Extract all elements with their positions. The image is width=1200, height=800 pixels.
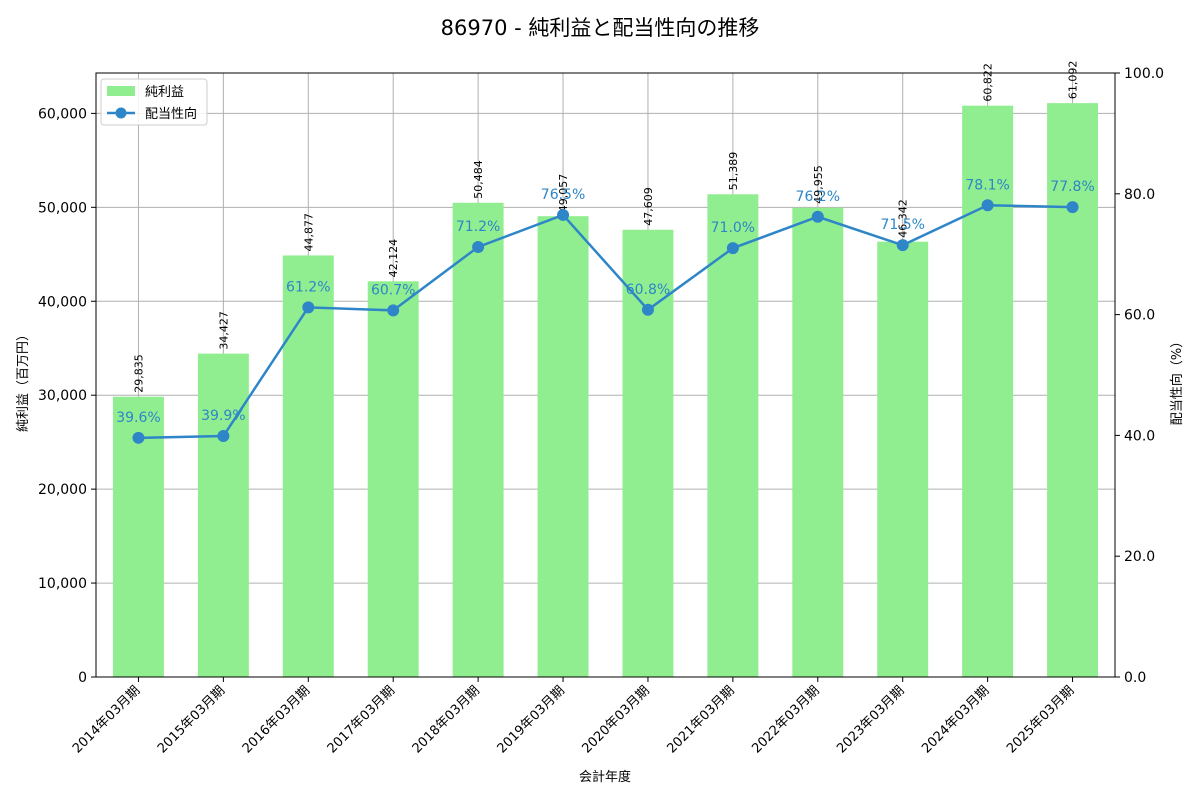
payout-ratio-label: 39.9% <box>201 408 245 424</box>
x-tick-label: 2016年03月期 <box>240 683 313 756</box>
payout-ratio-line <box>138 204 1073 440</box>
y2-tick-label: 60.0 <box>1124 308 1155 324</box>
legend-label-payout-ratio: 配当性向 <box>145 106 197 122</box>
bar-value-label: 61,092 <box>1067 61 1080 100</box>
bar-value-label: 42,124 <box>387 239 400 278</box>
y2-axis-label: 配当性向（%） <box>1169 335 1185 425</box>
y-tick-label: 30,000 <box>38 388 87 404</box>
x-tick-label: 2021年03月期 <box>664 683 737 756</box>
x-tick-label: 2019年03月期 <box>495 683 568 756</box>
bar-net-income <box>452 202 504 677</box>
y-tick-label: 40,000 <box>38 294 87 310</box>
bar-net-income <box>367 281 419 677</box>
y-tick-label: 60,000 <box>38 106 87 122</box>
x-tick-label: 2024年03月期 <box>919 683 992 756</box>
payout-ratio-label: 71.2% <box>456 219 500 235</box>
bar-net-income <box>197 353 249 677</box>
bar-value-label: 51,389 <box>727 152 740 191</box>
payout-ratio-marker <box>302 301 315 314</box>
payout-ratio-marker <box>387 304 400 317</box>
payout-ratio-marker <box>896 239 909 252</box>
y-tick-label: 50,000 <box>38 200 87 216</box>
bar-net-income <box>1047 103 1099 677</box>
bar-value-label: 49,057 <box>557 174 570 213</box>
x-tick-label: 2014年03月期 <box>70 683 143 756</box>
x-tick-label: 2015年03月期 <box>155 683 228 756</box>
bar-value-label: 46,342 <box>897 199 910 238</box>
payout-ratio-marker <box>726 242 739 255</box>
x-axis-label: 会計年度 <box>579 769 631 785</box>
x-tick-label: 2025年03月期 <box>1004 683 1077 756</box>
payout-ratio-marker <box>132 431 145 444</box>
bar-net-income <box>707 194 759 678</box>
payout-ratio-marker <box>472 240 485 253</box>
payout-ratio-label: 76.2% <box>796 189 840 205</box>
payout-ratio-label: 77.8% <box>1050 179 1094 195</box>
payout-ratio-label: 39.6% <box>116 410 160 426</box>
y2-tick-label: 100.0 <box>1124 66 1164 82</box>
payout-ratio-marker <box>811 210 824 223</box>
y2-tick-label: 0.0 <box>1124 670 1146 686</box>
y2-tick-label: 20.0 <box>1124 549 1155 565</box>
chart-title: 86970 - 純利益と配当性向の推移 <box>440 16 760 40</box>
bar-net-income <box>282 255 334 677</box>
payout-ratio-marker <box>217 430 230 443</box>
x-tick-label: 2023年03月期 <box>834 683 907 756</box>
x-tick-label: 2017年03月期 <box>325 683 398 756</box>
legend-label-net-income: 純利益 <box>145 85 184 100</box>
payout-ratio-label: 71.5% <box>880 217 924 233</box>
legend-marker-icon <box>115 107 127 119</box>
bar-value-label: 47,609 <box>642 187 655 226</box>
payout-ratio-marker <box>1066 201 1079 214</box>
bar-value-label: 49,955 <box>812 165 825 204</box>
y-tick-label: 20,000 <box>38 482 87 498</box>
x-tick-label: 2020年03月期 <box>580 683 653 756</box>
payout-ratio-marker <box>641 303 654 316</box>
payout-ratio-marker <box>981 199 994 212</box>
bar-net-income <box>792 207 844 677</box>
y-tick-label: 10,000 <box>38 576 87 592</box>
legend-bar-swatch <box>107 86 135 96</box>
bar-value-label: 44,877 <box>302 213 315 252</box>
x-tick-label: 2022年03月期 <box>749 683 822 756</box>
payout-ratio-label: 76.5% <box>541 187 585 203</box>
y2-tick-label: 40.0 <box>1124 428 1155 444</box>
payout-ratio-label: 78.1% <box>965 177 1009 193</box>
y2-tick-label: 80.0 <box>1124 187 1155 203</box>
y-axis-label: 純利益（百万円） <box>16 328 31 432</box>
y-tick-label: 0 <box>78 670 87 686</box>
bar-net-income <box>877 241 929 677</box>
payout-ratio-label: 60.8% <box>626 282 670 298</box>
bar-value-label: 29,835 <box>132 354 145 393</box>
bar-value-label: 50,484 <box>472 160 485 199</box>
plot-frame <box>95 72 1116 678</box>
payout-ratio-label: 71.0% <box>711 220 755 236</box>
payout-ratio-label: 60.7% <box>371 282 415 298</box>
payout-ratio-marker <box>557 208 570 221</box>
bar-net-income <box>537 216 589 677</box>
bar-value-label: 60,822 <box>982 63 995 102</box>
bar-value-label: 34,427 <box>217 311 230 350</box>
payout-ratio-label: 61.2% <box>286 279 330 295</box>
x-tick-label: 2018年03月期 <box>410 683 483 756</box>
